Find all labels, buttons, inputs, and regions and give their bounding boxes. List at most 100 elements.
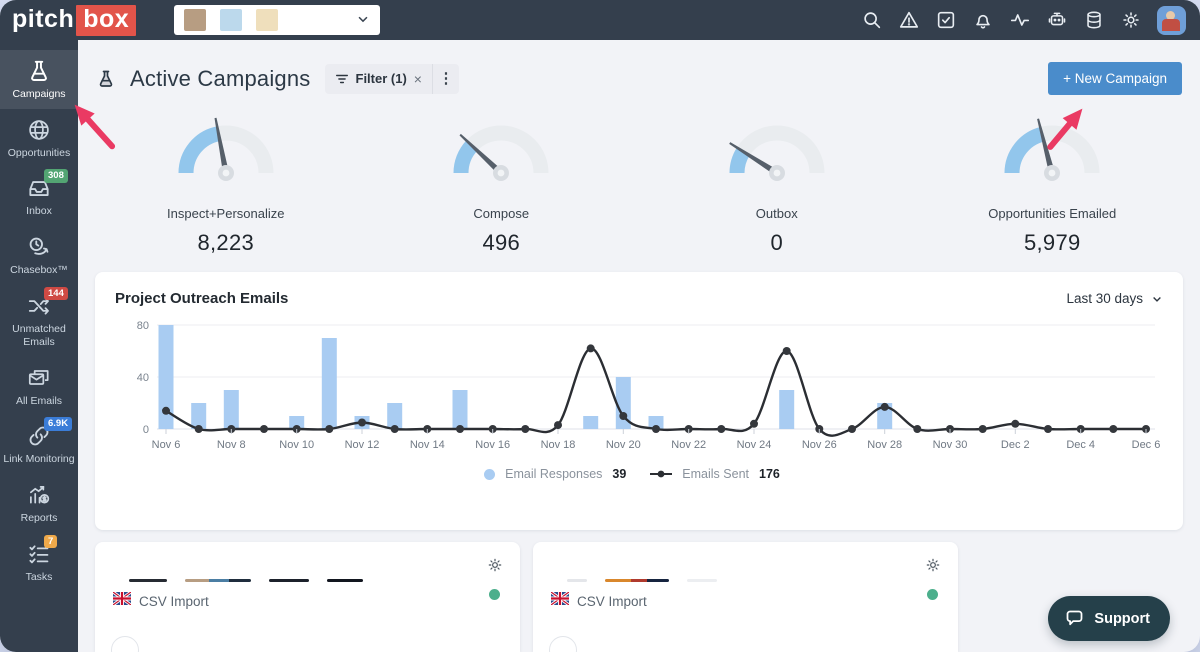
- gear-icon[interactable]: [486, 556, 504, 574]
- svg-text:Nov 20: Nov 20: [606, 439, 641, 451]
- chart-title: Project Outreach Emails: [115, 290, 289, 307]
- sidebar-item-link-monitoring[interactable]: 6.9K Link Monitoring: [0, 415, 78, 474]
- progress-segment: [209, 578, 229, 583]
- new-campaign-button[interactable]: + New Campaign: [1048, 62, 1182, 95]
- outreach-chart: 0 40 80 Nov 6 Nov 8 Nov 10 Nov 12 Nov 14 Nov 16 N…: [115, 313, 1163, 465]
- sidebar-item-inbox[interactable]: 308 Inbox: [0, 167, 78, 226]
- gauge-dial: [165, 109, 287, 190]
- progress-segment: [229, 578, 251, 583]
- date-range-label: Last 30 days: [1066, 291, 1143, 306]
- workspace-swatch-2: [220, 9, 243, 31]
- reports-icon: [26, 482, 52, 508]
- chart-legend: Email Responses 39 Emails Sent 176: [115, 467, 1163, 481]
- gauge-widgets-row: Inspect+Personalize 8,223 Compose 496 Outbox…: [78, 95, 1200, 256]
- checkbox-icon[interactable]: [935, 9, 957, 31]
- activity-icon[interactable]: [1009, 9, 1031, 31]
- alert-triangle-icon[interactable]: [898, 9, 920, 31]
- gauge-label: Opportunities Emailed: [988, 206, 1117, 221]
- progress-segment-group: [687, 578, 717, 583]
- search-icon[interactable]: [861, 9, 883, 31]
- progress-segment: [327, 578, 363, 583]
- sidebar-item-chasebox[interactable]: Chasebox™: [0, 226, 78, 285]
- emails-sent-legend-label[interactable]: Emails Sent: [682, 467, 749, 481]
- campaign-name[interactable]: CSV Import: [577, 593, 647, 609]
- campaign-avatar: [549, 636, 577, 652]
- status-dot: [489, 589, 500, 600]
- progress-segment: [185, 578, 209, 583]
- progress-segments: [129, 578, 504, 583]
- chevron-down-icon: [356, 12, 370, 29]
- date-range-selector[interactable]: Last 30 days: [1066, 291, 1163, 306]
- sidebar-item-unmatched-emails[interactable]: 144 Unmatched Emails: [0, 285, 78, 357]
- sidebar-item-label: Inbox: [26, 205, 52, 218]
- topbar: pitch box: [0, 0, 1200, 40]
- sidebar-item-label: Tasks: [25, 570, 53, 583]
- svg-text:0: 0: [143, 424, 149, 436]
- page-title: Active Campaigns: [130, 65, 311, 91]
- filter-controls: Filter (1) × ⋮: [324, 63, 459, 94]
- progress-segment-group: [567, 578, 587, 583]
- user-avatar[interactable]: [1157, 5, 1186, 35]
- campaign-card[interactable]: CSV Import: [95, 542, 520, 652]
- tasks-icon: [26, 541, 52, 567]
- email-responses-legend-label[interactable]: Email Responses: [505, 467, 603, 481]
- status-dot: [927, 589, 938, 600]
- sidebar-item-all-emails[interactable]: All Emails: [0, 357, 78, 416]
- logo-text-pitch: pitch: [12, 4, 75, 33]
- svg-text:Dec 6: Dec 6: [1132, 439, 1161, 451]
- workspace-swatch-1: [184, 9, 207, 31]
- gauge-label: Inspect+Personalize: [167, 206, 285, 221]
- campaign-name[interactable]: CSV Import: [139, 593, 209, 609]
- progress-segment-group: [185, 578, 251, 583]
- progress-segment-group: [327, 578, 363, 583]
- main-content: Active Campaigns Filter (1) × ⋮ + New Ca…: [78, 40, 1200, 652]
- gear-icon[interactable]: [924, 556, 942, 574]
- filter-chip[interactable]: Filter (1) ×: [325, 71, 432, 87]
- svg-text:Nov 14: Nov 14: [410, 439, 445, 451]
- emails-icon: [26, 365, 52, 391]
- svg-text:Nov 26: Nov 26: [802, 439, 837, 451]
- pitchbox-logo[interactable]: pitch box: [12, 4, 137, 36]
- funnel-icon: [335, 74, 348, 83]
- campaign-card[interactable]: CSV Import: [533, 542, 958, 652]
- sidebar-item-label: Unmatched Emails: [12, 322, 66, 349]
- sidebar-item-tasks[interactable]: 7 Tasks: [0, 533, 78, 592]
- filter-chip-label: Filter (1): [355, 71, 407, 86]
- gear-icon[interactable]: [1120, 9, 1142, 31]
- emails-sent-total: 176: [759, 467, 780, 481]
- gauge-dial: [440, 109, 562, 190]
- sidebar-item-campaigns[interactable]: Campaigns: [0, 50, 78, 109]
- flask-icon: [26, 58, 52, 84]
- emails-sent-legend-marker: [650, 469, 673, 479]
- bell-icon[interactable]: [972, 9, 994, 31]
- filter-clear-icon[interactable]: ×: [413, 70, 422, 87]
- progress-segment: [647, 578, 669, 583]
- progress-segment: [631, 578, 647, 583]
- sidebar-item-label: Reports: [20, 512, 58, 525]
- sidebar-item-reports[interactable]: Reports: [0, 474, 78, 533]
- badge-inbox: 308: [44, 169, 68, 183]
- workspace-swatches: [184, 9, 279, 31]
- sidebar-item-label: All Emails: [15, 394, 63, 407]
- gauge-value: 8,223: [197, 230, 255, 255]
- logo-text-box: box: [76, 4, 137, 36]
- flask-icon: [96, 69, 116, 89]
- svg-text:Nov 8: Nov 8: [217, 439, 246, 451]
- workspace-selector[interactable]: [174, 5, 381, 35]
- robot-icon[interactable]: [1046, 9, 1068, 31]
- support-button[interactable]: Support: [1048, 596, 1170, 641]
- progress-segment: [269, 578, 309, 583]
- sidebar-item-opportunities[interactable]: Opportunities: [0, 109, 78, 168]
- uk-flag-icon: [550, 590, 570, 610]
- link-icon: [26, 423, 52, 449]
- support-label: Support: [1094, 610, 1150, 627]
- svg-text:Nov 30: Nov 30: [933, 439, 968, 451]
- sidebar-item-label: Opportunities: [7, 146, 71, 159]
- database-icon[interactable]: [1083, 9, 1105, 31]
- svg-text:Nov 18: Nov 18: [541, 439, 576, 451]
- gauge-widget-inspect-personalize: Inspect+Personalize 8,223: [88, 109, 364, 256]
- gauge-widget-compose: Compose 496: [364, 109, 640, 256]
- more-options-button[interactable]: ⋮: [431, 63, 459, 94]
- progress-segments: [567, 578, 942, 583]
